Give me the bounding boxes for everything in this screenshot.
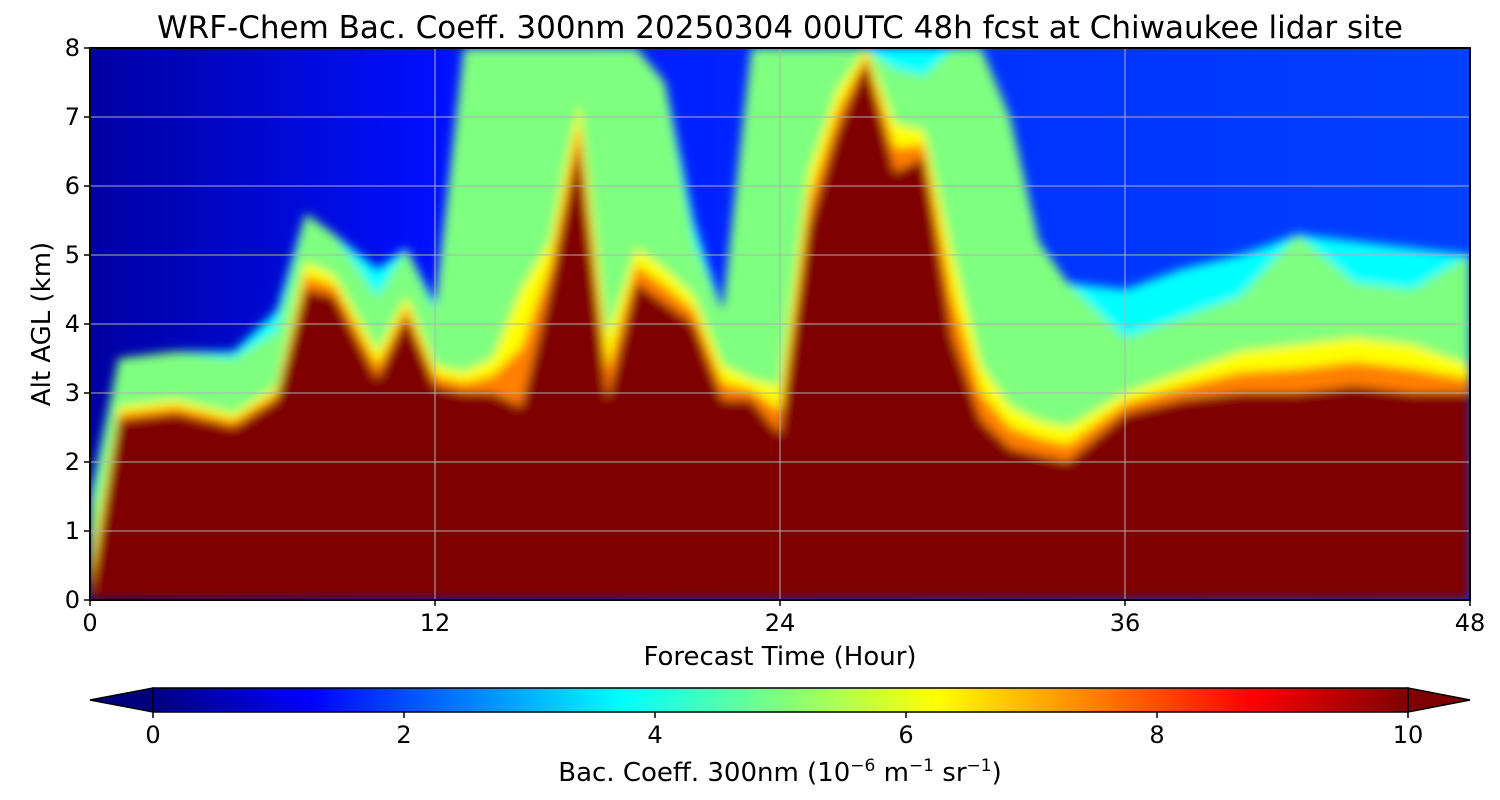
x-tick-label: 48 (1455, 609, 1486, 637)
colorbar-tick-label: 8 (1149, 721, 1164, 749)
x-axis-label: Forecast Time (Hour) (643, 642, 916, 672)
y-tick-label: 7 (65, 103, 80, 131)
y-tick-label: 4 (65, 310, 80, 338)
colorbar-extend-high (1407, 687, 1471, 713)
colorbar-frame (152, 687, 1409, 713)
colorbar-tick-label: 6 (898, 721, 913, 749)
y-tick-label: 3 (65, 379, 80, 407)
chart-title: WRF-Chem Bac. Coeff. 300nm 20250304 00UT… (157, 10, 1403, 46)
y-tick-label: 5 (65, 241, 80, 269)
y-tick-label: 0 (65, 586, 80, 614)
colorbar-tick-label: 4 (647, 721, 662, 749)
plot-area (90, 48, 1470, 600)
colorbar: 0 2 4 6 8 10 Bac. Coeff. 300nm (10−6 m−1 sr−1… (89, 687, 1471, 788)
colorbar-tick-label: 2 (396, 721, 411, 749)
y-tick-label: 8 (65, 34, 80, 62)
x-tick-label: 0 (82, 609, 97, 637)
colorbar-extend-low (89, 687, 154, 713)
y-tick-label: 1 (65, 517, 80, 545)
y-axis-label: Alt AGL (km) (27, 242, 57, 406)
colorbar-tick-label: 10 (1393, 721, 1424, 749)
x-tick-label: 36 (1110, 609, 1141, 637)
y-tick-label: 2 (65, 448, 80, 476)
grid (90, 48, 1470, 600)
x-tick-label: 12 (420, 609, 451, 637)
y-axis: 0 1 2 3 4 5 6 7 8 (65, 34, 90, 614)
colorbar-tick-label: 0 (145, 721, 160, 749)
x-axis: 0 12 24 36 48 (82, 600, 1485, 637)
y-tick-label: 6 (65, 172, 80, 200)
colorbar-gradient (153, 688, 1408, 712)
colorbar-label: Bac. Coeff. 300nm (10−6 m−1 sr−1) (558, 756, 1001, 788)
x-tick-label: 24 (765, 609, 796, 637)
